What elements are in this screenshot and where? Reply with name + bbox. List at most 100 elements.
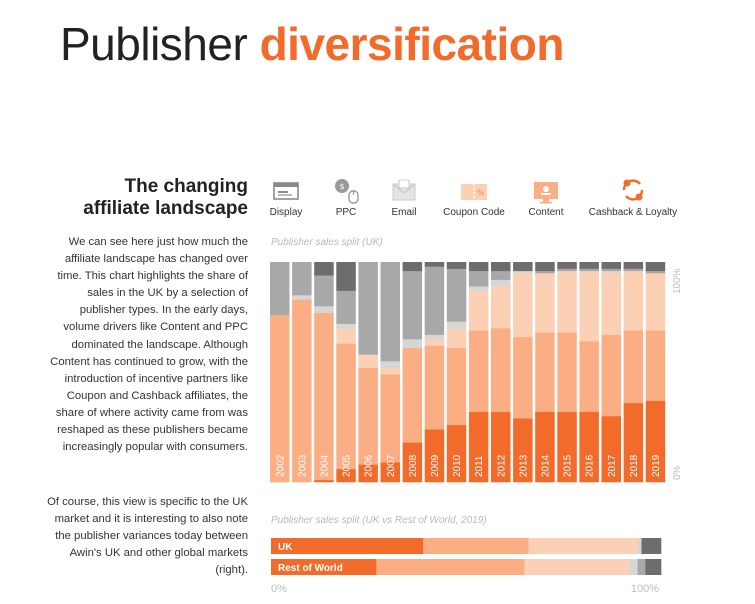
bar-segment-2013-content xyxy=(513,336,533,419)
legend-label: Display xyxy=(269,207,303,218)
year-label: 2012 xyxy=(496,454,507,477)
bar-segment-2007-ppc xyxy=(380,262,400,362)
bar-segment-2019-ppc xyxy=(645,270,666,274)
bar-segment-2016-display xyxy=(579,262,599,269)
legend-label: PPC xyxy=(335,207,357,218)
legend-item-ppc: $ PPC xyxy=(306,176,386,219)
svg-text:%: % xyxy=(477,189,485,198)
bar-segment-2006-ppc xyxy=(358,262,378,355)
bar-segment-2010-ppc xyxy=(446,268,467,322)
year-label: 2009 xyxy=(430,454,441,477)
bar-segment-2006-cashback-loyalty xyxy=(358,464,378,483)
bar-segment-2018-display xyxy=(623,262,644,269)
year-label: 2006 xyxy=(364,454,375,477)
bar-segment-2015-cashback-loyalty xyxy=(557,411,577,483)
title-accent: diversification xyxy=(259,18,565,70)
chart-legend: Display $ PPC Email % Coupon Code xyxy=(262,176,682,226)
hbar-segment-uk-coupon-code xyxy=(528,538,638,554)
bar-segment-2014-ppc xyxy=(535,270,555,274)
legend-label: Content xyxy=(528,207,564,218)
bar-segment-2017-coupon-code xyxy=(601,273,621,335)
hbar-segment-uk-content xyxy=(423,538,529,554)
bar-segment-2007-email xyxy=(380,361,400,368)
bar-segment-2011-email xyxy=(468,286,489,291)
bar-segment-2018-content xyxy=(623,330,644,404)
bar-segment-2012-cashback-loyalty xyxy=(491,411,511,483)
legend-item-content: Content xyxy=(506,176,586,219)
bar-segment-2015-ppc xyxy=(557,268,577,272)
bar-segment-2012-email xyxy=(491,279,511,287)
year-label: 2002 xyxy=(275,454,286,477)
bar-segment-2017-email xyxy=(601,270,621,274)
bar-segment-2009-ppc xyxy=(424,266,445,335)
uk-chart-caption: Publisher sales split (UK) xyxy=(271,237,383,248)
year-label: 2015 xyxy=(563,454,574,477)
year-label: 2017 xyxy=(607,454,618,477)
bar-segment-2003-email xyxy=(292,295,312,300)
hbar-segment-rest-of-world-cashback-loyalty xyxy=(271,559,377,575)
bar-segment-2005-coupon-code xyxy=(336,328,356,344)
year-label: 2019 xyxy=(651,454,662,477)
bar-segment-2014-cashback-loyalty xyxy=(535,411,555,483)
year-label: 2014 xyxy=(540,454,551,477)
legend-label: Cashback & Loyalty xyxy=(588,207,678,218)
bar-segment-2016-content xyxy=(579,341,599,412)
bar-segment-2004-content xyxy=(314,312,334,481)
bar-segment-2012-content xyxy=(491,328,511,412)
y-axis-label-max: 100% xyxy=(672,268,683,294)
year-label: 2016 xyxy=(585,454,596,477)
year-label: 2018 xyxy=(629,454,640,477)
bar-segment-2004-ppc xyxy=(314,275,334,307)
bar-segment-2009-display xyxy=(424,262,445,267)
cashback-icon xyxy=(622,179,644,201)
bar-segment-2019-coupon-code xyxy=(645,273,666,331)
bar-segment-2011-content xyxy=(468,330,489,412)
bar-segment-2017-cashback-loyalty xyxy=(601,416,621,483)
bar-segment-2004-cashback-loyalty xyxy=(314,479,334,483)
row-label-rest-of-world: Rest of World xyxy=(278,563,343,574)
bar-segment-2003-ppc xyxy=(292,262,312,296)
bar-segment-2007-content xyxy=(380,374,400,463)
coupon-icon: % xyxy=(461,184,487,200)
bar-segment-2008-display xyxy=(402,262,423,272)
x-axis-label-max: 100% xyxy=(631,583,659,595)
bar-segment-2017-ppc xyxy=(601,268,621,272)
row-label-uk: UK xyxy=(278,542,293,553)
bar-segment-2014-display xyxy=(535,262,555,272)
bar-segment-2010-coupon-code xyxy=(446,328,467,349)
bar-segment-2017-content xyxy=(601,334,621,417)
bar-segment-2009-coupon-code xyxy=(424,339,445,346)
bar-segment-2012-display xyxy=(491,262,511,272)
x-axis-label-min: 0% xyxy=(271,583,287,595)
bar-segment-2008-cashback-loyalty xyxy=(402,442,423,483)
bar-segment-2013-email xyxy=(513,270,533,274)
year-label: 2008 xyxy=(408,454,419,477)
bar-segment-2019-cashback-loyalty xyxy=(645,400,666,483)
bar-segment-2007-coupon-code xyxy=(380,367,400,375)
bar-segment-2005-display xyxy=(336,262,356,291)
bar-segment-2013-display xyxy=(513,262,533,272)
email-icon xyxy=(392,179,416,201)
bar-segment-2004-display xyxy=(314,262,334,276)
bar-segment-2006-coupon-code xyxy=(358,354,378,368)
legend-item-coupon-code: % Coupon Code xyxy=(434,176,514,219)
bar-segment-2018-coupon-code xyxy=(623,270,644,331)
bar-segment-2002-content xyxy=(270,314,290,483)
bar-segment-2002-ppc xyxy=(270,262,290,316)
bar-segment-2009-email xyxy=(424,334,445,340)
year-label: 2007 xyxy=(386,454,397,477)
bar-segment-2013-coupon-code xyxy=(513,273,533,338)
description-paragraph-1: We can see here just how much the affili… xyxy=(50,236,248,454)
bar-segment-2003-content xyxy=(292,299,312,483)
bar-segment-2005-email xyxy=(336,323,356,329)
svg-text:$: $ xyxy=(339,182,344,191)
bar-segment-2014-coupon-code xyxy=(535,273,555,333)
hbar-segment-rest-of-world-display xyxy=(645,559,662,575)
bar-segment-2006-content xyxy=(358,367,378,465)
bar-segment-2008-email xyxy=(402,339,423,349)
bar-segment-2004-email xyxy=(314,306,334,313)
bar-segment-2012-ppc xyxy=(491,270,511,280)
bar-segment-2014-content xyxy=(535,332,555,412)
year-label: 2004 xyxy=(319,454,330,477)
